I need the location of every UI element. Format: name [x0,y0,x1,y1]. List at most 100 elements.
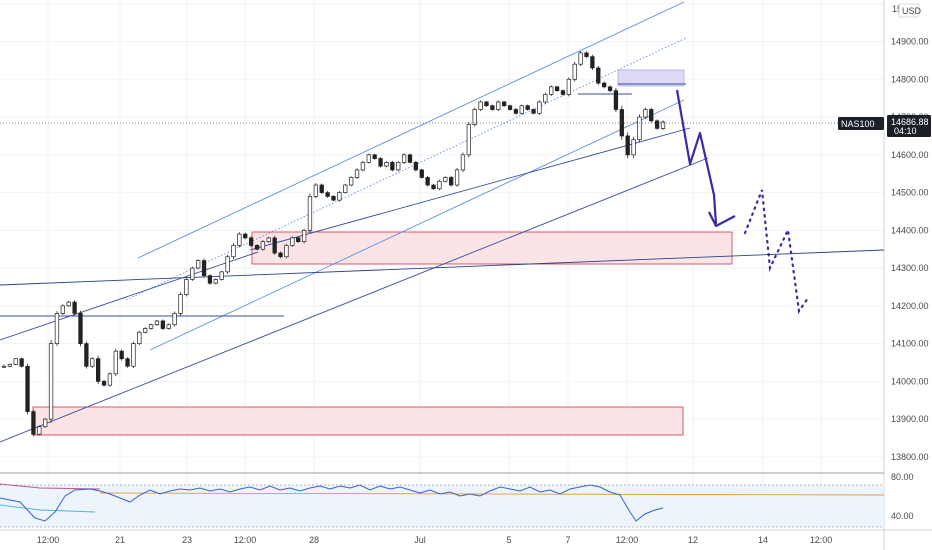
candle-body [537,101,542,114]
long-support-line [0,249,885,286]
price-tick-label: 14600.00 [891,150,929,160]
candle-body [25,365,30,412]
candle-body [584,52,589,57]
demand-zone-lower [32,406,684,436]
projection-dotted-path [743,189,810,314]
time-axis: 12:00 21 23 12:00 28 Jul 5 7 12:00 12 14 12:00 [37,535,833,545]
candle-body [649,109,654,122]
price-tick-label: 14300.00 [891,263,929,273]
candle-body [396,162,401,171]
candle-body [501,101,507,107]
candle-body [637,116,642,141]
time-tick-label: 12:00 [616,535,639,545]
price-tick-label: 14500.00 [891,188,929,198]
candle-body [19,358,24,367]
candle-body [590,56,595,69]
rising-support-line [0,157,709,443]
candle-body [131,343,136,367]
candle-body [631,139,636,156]
price-tick-label: 14900.00 [891,37,929,47]
grid [0,0,884,530]
early-trend-line [0,251,259,341]
candle-body [154,320,160,326]
last-price-value: 14686.88 [891,117,929,127]
candle-body [460,154,466,171]
candle-body [296,237,301,243]
candle-body [107,373,113,386]
candle-body [90,358,95,367]
candle-body [354,169,360,178]
candle-body [278,252,283,258]
candle-body [54,313,60,344]
channel-lower-line [149,99,685,351]
countdown-value: 04:10 [894,126,917,136]
candle-body [172,313,177,326]
candle-body [472,109,477,125]
candle-body [654,120,660,129]
candle-body [190,267,195,280]
candle-body [337,192,342,201]
candle-body [390,162,395,171]
time-tick-label: 7 [565,535,570,545]
candle-body [378,158,383,167]
rsi-axis-label-40: 40.00 [891,511,914,521]
candle-body [407,154,413,163]
candle-body [101,381,107,386]
candle-body [125,358,130,367]
rsi-ma-line [99,492,885,496]
candle-body [519,105,524,114]
price-tick-label: 14400.00 [891,225,929,235]
candle-body [343,184,348,193]
inner-support-line [249,127,691,251]
candle-body [95,358,101,382]
candle-body [319,184,324,193]
candle-body [78,313,83,344]
candle-body [301,229,307,243]
time-tick-label: 28 [309,535,319,545]
candle-body [160,320,166,329]
candle-body [478,101,483,110]
time-tick-label: 21 [115,535,125,545]
currency-badge[interactable] [898,3,920,18]
candle-body [254,245,260,250]
time-tick-label: 12:00 [37,535,60,545]
candle-body [513,109,519,114]
candle-body [349,177,354,186]
currency-label: USD [902,6,922,16]
candle-body [607,86,613,91]
candle-body [660,121,666,129]
candle-body [419,169,424,178]
candle-body [572,63,577,80]
candle-body [484,101,489,107]
candle-body [425,177,430,186]
candle-body [413,162,419,171]
time-tick-label: 12:00 [810,535,833,545]
price-tick-label: 14800.00 [891,74,929,84]
candle-body [496,101,501,110]
time-tick-label: 12:00 [234,535,257,545]
candle-body [366,154,371,163]
rsi-line [0,484,664,522]
demand-zone-upper [251,231,733,265]
candle-body [237,233,242,246]
candle-body [525,105,530,110]
candle-body [625,135,630,156]
candle-body [37,426,42,435]
last-price-tag: 14686.88 04:10 [887,115,931,137]
candle-body [166,324,171,329]
candle-body [549,86,554,95]
candle-body [207,275,213,284]
candle-body [119,350,124,360]
price-tick-label: 14000.00 [891,376,929,386]
candle-body [578,52,583,65]
time-tick-label: 14 [758,535,768,545]
price-axis: 14900.0014800.0014700.0014600.0014500.00… [891,37,929,462]
candle-body [113,350,118,375]
candle-body [148,324,154,329]
candle-body [143,328,148,333]
candle-body [84,343,89,367]
candle-body [60,305,65,314]
time-tick-label: 12 [688,535,698,545]
candle-body [260,241,266,250]
